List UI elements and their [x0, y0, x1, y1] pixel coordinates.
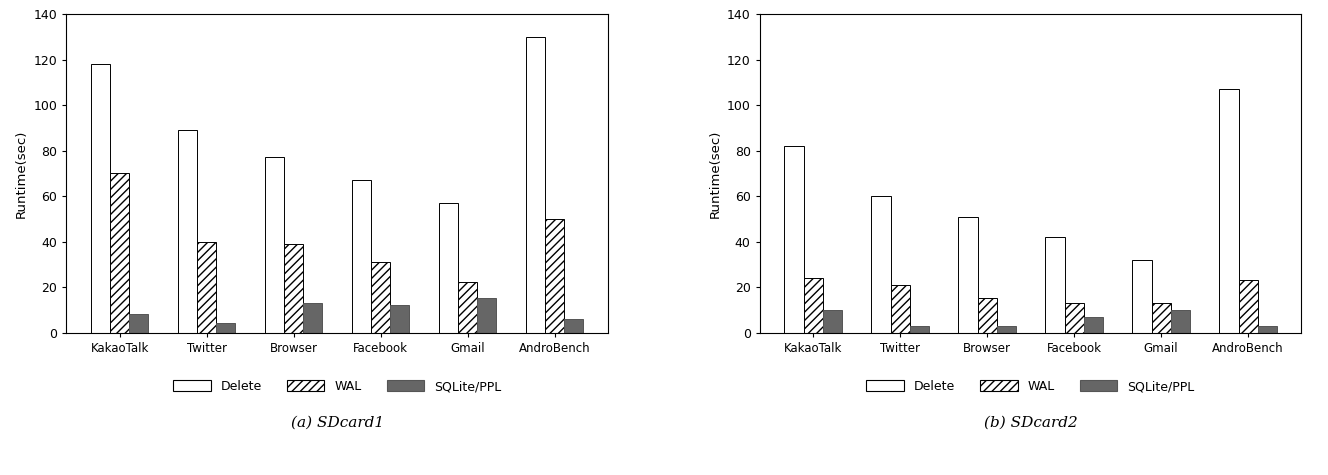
- Text: (b) SDcard2: (b) SDcard2: [984, 415, 1077, 429]
- Bar: [92, 64, 110, 332]
- Bar: [1151, 303, 1171, 332]
- Bar: [303, 303, 323, 332]
- Y-axis label: Runtime(sec): Runtime(sec): [15, 129, 28, 218]
- Bar: [803, 278, 822, 332]
- Bar: [458, 283, 477, 332]
- Bar: [216, 323, 235, 332]
- Bar: [564, 319, 583, 332]
- Bar: [959, 217, 977, 332]
- Bar: [871, 196, 891, 332]
- Bar: [891, 285, 910, 332]
- Bar: [910, 326, 928, 332]
- Bar: [440, 203, 458, 332]
- Bar: [1133, 260, 1151, 332]
- Bar: [110, 173, 129, 332]
- Bar: [546, 219, 564, 332]
- Bar: [284, 244, 303, 332]
- Bar: [1239, 280, 1258, 332]
- Bar: [477, 298, 497, 332]
- Bar: [822, 310, 842, 332]
- Bar: [371, 262, 390, 332]
- Legend: Delete, WAL, SQLite/PPL: Delete, WAL, SQLite/PPL: [866, 380, 1195, 393]
- Legend: Delete, WAL, SQLite/PPL: Delete, WAL, SQLite/PPL: [173, 380, 502, 393]
- Bar: [526, 37, 546, 332]
- Bar: [178, 130, 197, 332]
- Bar: [1065, 303, 1084, 332]
- Bar: [1084, 316, 1102, 332]
- Bar: [352, 180, 371, 332]
- Bar: [266, 158, 284, 332]
- Bar: [977, 298, 997, 332]
- Bar: [1171, 310, 1190, 332]
- Y-axis label: Runtime(sec): Runtime(sec): [708, 129, 721, 218]
- Bar: [129, 314, 149, 332]
- Bar: [1258, 326, 1276, 332]
- Text: (a) SDcard1: (a) SDcard1: [291, 415, 384, 429]
- Bar: [197, 242, 216, 332]
- Bar: [390, 305, 409, 332]
- Bar: [785, 146, 803, 332]
- Bar: [997, 326, 1016, 332]
- Bar: [1045, 237, 1065, 332]
- Bar: [1219, 89, 1239, 332]
